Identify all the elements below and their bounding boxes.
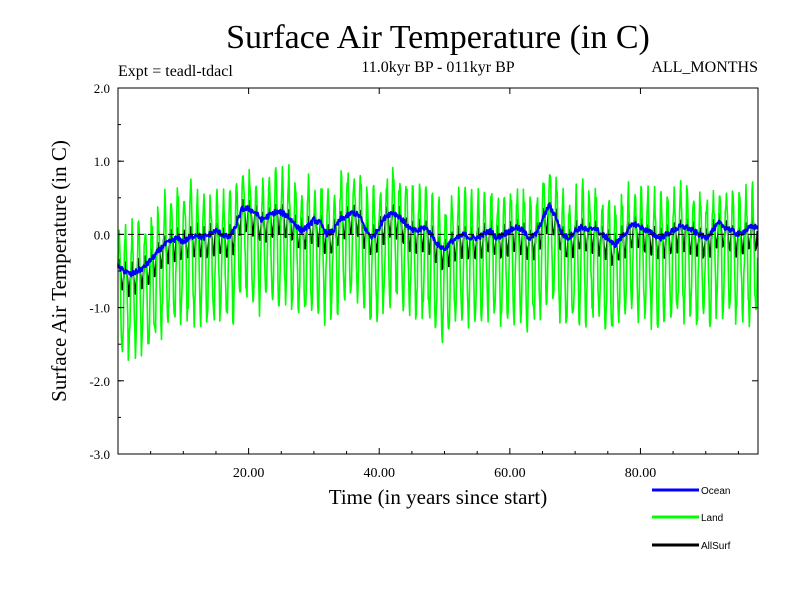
x-tick-label: 60.00 [494,466,526,481]
x-tick-label: 40.00 [363,466,395,481]
y-axis-label: Surface Air Temperature (in C) [47,140,71,402]
x-tick-label: 20.00 [233,466,265,481]
y-tick-label: 0.0 [94,227,110,242]
expt-label: Expt = teadl-tdacl [118,63,233,80]
series-line-ocean [117,202,759,278]
chart-subtitle: 11.0kyr BP - 011kyr BP [361,59,514,76]
axis-layer: -3.0 -2.0 -1.0 0.0 1.0 2.0 20.00 40.00 60.00 80.0… [89,81,758,481]
y-tick-label: -2.0 [89,374,110,389]
y-tick-label: 2.0 [94,81,110,96]
plot-border [117,87,759,455]
y-tick-label: -1.0 [89,301,110,316]
chart-title: Surface Air Temperature (in C) [226,19,650,56]
legend-label-land: Land [701,513,723,524]
legend-label-allsurf: AllSurf [701,541,731,552]
legend-label-ocean: Ocean [701,486,730,497]
y-tick-label: 1.0 [94,154,110,169]
x-tick-label: 80.00 [625,466,657,481]
series-layer [117,164,759,361]
x-axis-label: Time (in years since start) [329,485,548,509]
period-label: ALL_MONTHS [651,59,758,76]
y-tick-label: -3.0 [89,447,110,462]
legend: Ocean Land AllSurf [652,486,731,552]
